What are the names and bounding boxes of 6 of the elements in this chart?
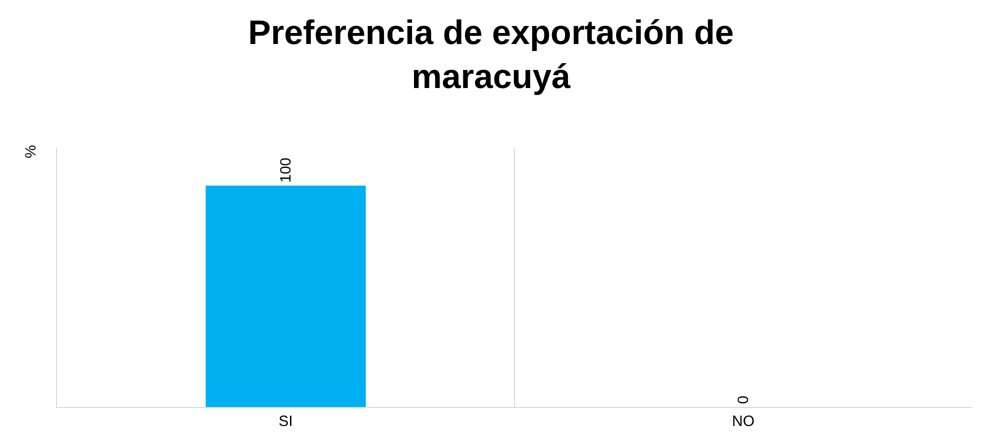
data-label: 100 — [277, 158, 294, 183]
chart-title: Preferencia de exportación de maracuyá — [248, 14, 734, 96]
y-axis-title: % — [22, 144, 40, 158]
x-tick-label: SI — [278, 413, 293, 430]
x-tick-label: NO — [732, 413, 754, 430]
data-label: 0 — [734, 396, 752, 404]
